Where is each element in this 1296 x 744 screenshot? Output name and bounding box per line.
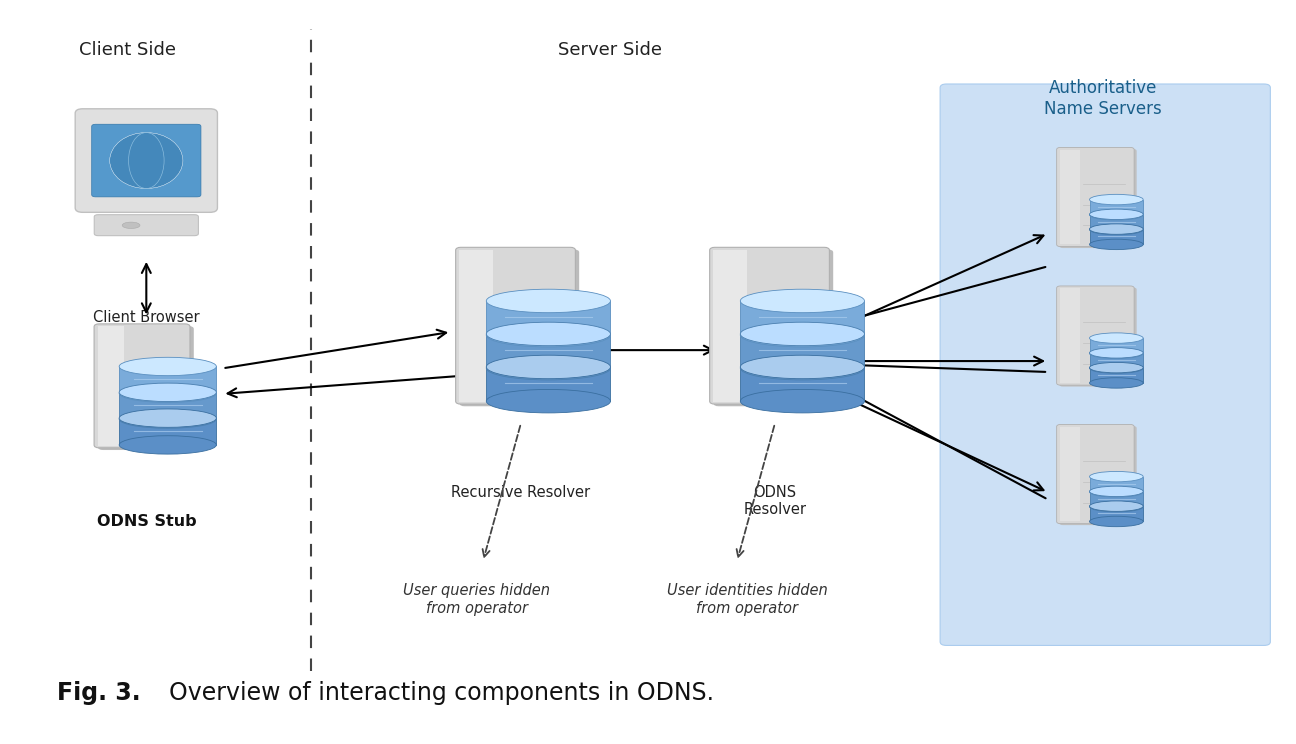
Ellipse shape <box>1090 516 1143 527</box>
FancyBboxPatch shape <box>1060 427 1080 522</box>
FancyBboxPatch shape <box>95 324 191 448</box>
FancyBboxPatch shape <box>1056 425 1134 524</box>
FancyBboxPatch shape <box>1090 506 1143 522</box>
Text: Client Browser: Client Browser <box>93 310 200 325</box>
Ellipse shape <box>1090 224 1143 234</box>
Ellipse shape <box>119 436 216 454</box>
FancyBboxPatch shape <box>1059 287 1137 387</box>
Ellipse shape <box>740 324 864 347</box>
Text: Overview of interacting components in ODNS.: Overview of interacting components in OD… <box>154 681 714 705</box>
Ellipse shape <box>486 289 610 312</box>
FancyBboxPatch shape <box>486 301 610 335</box>
Text: ODNS Stub: ODNS Stub <box>96 514 196 529</box>
FancyBboxPatch shape <box>1060 288 1080 383</box>
FancyBboxPatch shape <box>714 249 833 406</box>
Ellipse shape <box>486 322 610 346</box>
FancyBboxPatch shape <box>1090 214 1143 230</box>
FancyBboxPatch shape <box>98 326 194 450</box>
Ellipse shape <box>486 389 610 413</box>
Ellipse shape <box>1090 347 1143 358</box>
Ellipse shape <box>1090 501 1143 512</box>
FancyBboxPatch shape <box>740 334 864 368</box>
Ellipse shape <box>1090 487 1143 497</box>
FancyBboxPatch shape <box>119 418 216 445</box>
Ellipse shape <box>1090 362 1143 373</box>
FancyBboxPatch shape <box>119 367 216 394</box>
Ellipse shape <box>1090 333 1143 343</box>
FancyBboxPatch shape <box>460 249 492 402</box>
Ellipse shape <box>119 409 216 427</box>
FancyBboxPatch shape <box>486 367 610 401</box>
FancyBboxPatch shape <box>92 124 201 197</box>
FancyBboxPatch shape <box>1090 199 1143 215</box>
Ellipse shape <box>486 324 610 347</box>
FancyBboxPatch shape <box>460 249 579 406</box>
Ellipse shape <box>486 355 610 379</box>
Ellipse shape <box>122 222 140 228</box>
Text: User queries hidden
from operator: User queries hidden from operator <box>403 583 550 616</box>
Ellipse shape <box>740 355 864 379</box>
FancyBboxPatch shape <box>98 326 124 446</box>
FancyBboxPatch shape <box>1090 477 1143 492</box>
FancyBboxPatch shape <box>1090 229 1143 244</box>
Text: User identities hidden
from operator: User identities hidden from operator <box>666 583 827 616</box>
Ellipse shape <box>1090 210 1143 220</box>
Ellipse shape <box>1090 194 1143 205</box>
Ellipse shape <box>1090 378 1143 388</box>
Text: ODNS
Resolver: ODNS Resolver <box>744 485 806 517</box>
FancyBboxPatch shape <box>740 301 864 335</box>
FancyBboxPatch shape <box>123 424 178 436</box>
Text: Authoritative
Name Servers: Authoritative Name Servers <box>1043 79 1161 118</box>
Ellipse shape <box>1090 348 1143 359</box>
FancyBboxPatch shape <box>95 215 198 236</box>
Text: Client Side: Client Side <box>79 41 176 59</box>
FancyBboxPatch shape <box>119 392 216 419</box>
FancyBboxPatch shape <box>1056 286 1134 385</box>
Ellipse shape <box>119 357 216 376</box>
Ellipse shape <box>110 132 183 188</box>
FancyBboxPatch shape <box>1059 149 1137 248</box>
Ellipse shape <box>1090 209 1143 219</box>
Ellipse shape <box>1090 225 1143 235</box>
Ellipse shape <box>119 410 216 429</box>
FancyBboxPatch shape <box>740 367 864 401</box>
FancyBboxPatch shape <box>1056 147 1134 246</box>
FancyBboxPatch shape <box>1090 338 1143 353</box>
FancyBboxPatch shape <box>710 247 829 404</box>
FancyBboxPatch shape <box>456 247 575 404</box>
FancyBboxPatch shape <box>940 84 1270 645</box>
Ellipse shape <box>1090 486 1143 496</box>
FancyBboxPatch shape <box>1090 491 1143 507</box>
Ellipse shape <box>740 389 864 413</box>
FancyBboxPatch shape <box>746 375 815 390</box>
FancyBboxPatch shape <box>1059 426 1137 525</box>
Ellipse shape <box>119 384 216 403</box>
Text: Fig. 3.: Fig. 3. <box>57 681 141 705</box>
FancyBboxPatch shape <box>492 375 561 390</box>
Ellipse shape <box>1090 501 1143 511</box>
Ellipse shape <box>486 356 610 380</box>
Ellipse shape <box>1090 363 1143 373</box>
FancyBboxPatch shape <box>1090 353 1143 368</box>
Ellipse shape <box>119 383 216 402</box>
Text: Recursive Resolver: Recursive Resolver <box>451 485 591 500</box>
Ellipse shape <box>740 322 864 346</box>
Ellipse shape <box>1090 239 1143 250</box>
FancyBboxPatch shape <box>75 109 218 212</box>
FancyBboxPatch shape <box>714 249 746 402</box>
Ellipse shape <box>740 289 864 312</box>
Ellipse shape <box>740 356 864 380</box>
Ellipse shape <box>1090 472 1143 482</box>
FancyBboxPatch shape <box>1090 368 1143 383</box>
Text: Server Side: Server Side <box>557 41 662 59</box>
FancyBboxPatch shape <box>1060 150 1080 244</box>
FancyBboxPatch shape <box>486 334 610 368</box>
